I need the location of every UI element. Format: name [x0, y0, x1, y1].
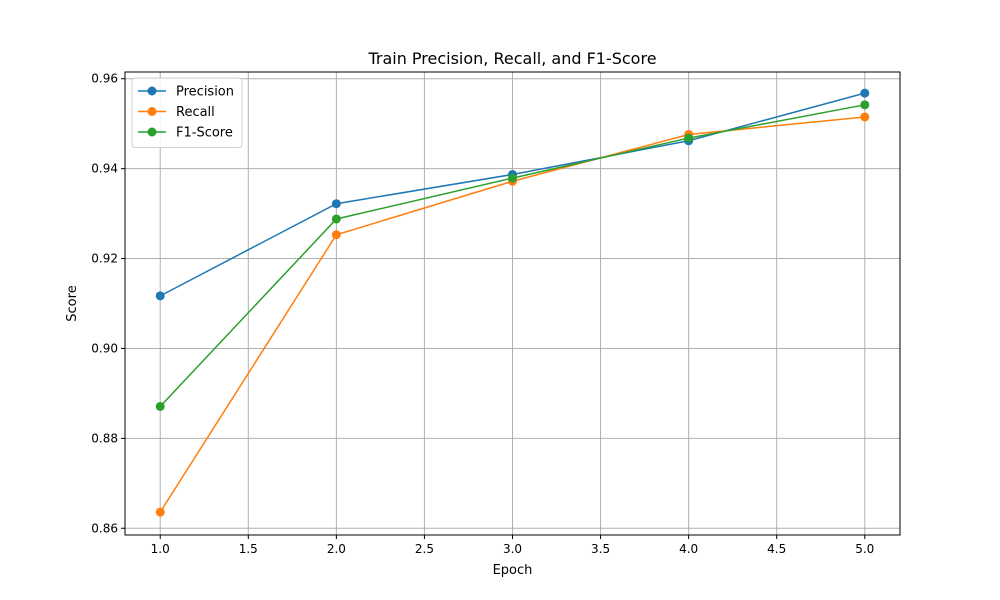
x-tick-label: 3.5: [591, 542, 610, 556]
y-tick-label: 0.90: [91, 341, 118, 355]
series-lines: [155, 88, 870, 517]
data-point: [155, 401, 165, 411]
chart-title: Train Precision, Recall, and F1-Score: [367, 49, 656, 68]
legend-label: Precision: [176, 85, 234, 100]
x-tick-label: 3.0: [503, 542, 522, 556]
y-tick-label: 0.96: [91, 72, 118, 86]
data-point: [155, 507, 165, 517]
y-tick-label: 0.88: [91, 431, 118, 445]
y-tick-label: 0.94: [91, 162, 118, 176]
x-tick-label: 4.0: [679, 542, 698, 556]
y-tick-label: 0.92: [91, 252, 118, 266]
x-tick-label: 1.5: [239, 542, 258, 556]
y-tick-label: 0.86: [91, 521, 118, 535]
x-tick-label: 5.0: [855, 542, 874, 556]
legend-label: F1-Score: [176, 126, 233, 141]
data-point: [860, 88, 870, 98]
data-point: [860, 100, 870, 110]
legend-item: Recall: [138, 105, 215, 120]
legend-label: Recall: [176, 105, 215, 120]
legend-marker: [147, 127, 157, 137]
legend-marker: [147, 107, 157, 116]
y-axis-title: Score: [65, 285, 80, 321]
axis-ticks: 1.0 1.5 2.0 2.5 3.0 3.5 4.0 4.5 5.0 0.86 0.88 0.90 0…: [91, 72, 874, 556]
data-point: [684, 133, 694, 143]
x-axis-title: Epoch: [493, 563, 533, 578]
x-tick-label: 4.5: [767, 542, 786, 556]
data-point: [331, 214, 341, 224]
legend-box: [131, 77, 243, 148]
data-point: [331, 230, 341, 240]
legend-marker: [147, 86, 157, 96]
data-point: [331, 199, 341, 209]
data-point: [508, 173, 517, 183]
x-tick-label: 2.0: [327, 542, 346, 556]
data-point: [860, 112, 870, 122]
series-f1-score: [155, 100, 870, 411]
data-point: [155, 291, 165, 301]
legend-item: F1-Score: [138, 126, 233, 141]
legend-item: Precision: [138, 85, 234, 100]
grid: [125, 72, 900, 535]
x-tick-label: 2.5: [415, 542, 434, 556]
x-tick-label: 1.0: [151, 542, 170, 556]
legend: Precision Recall F1-Score: [131, 77, 243, 148]
